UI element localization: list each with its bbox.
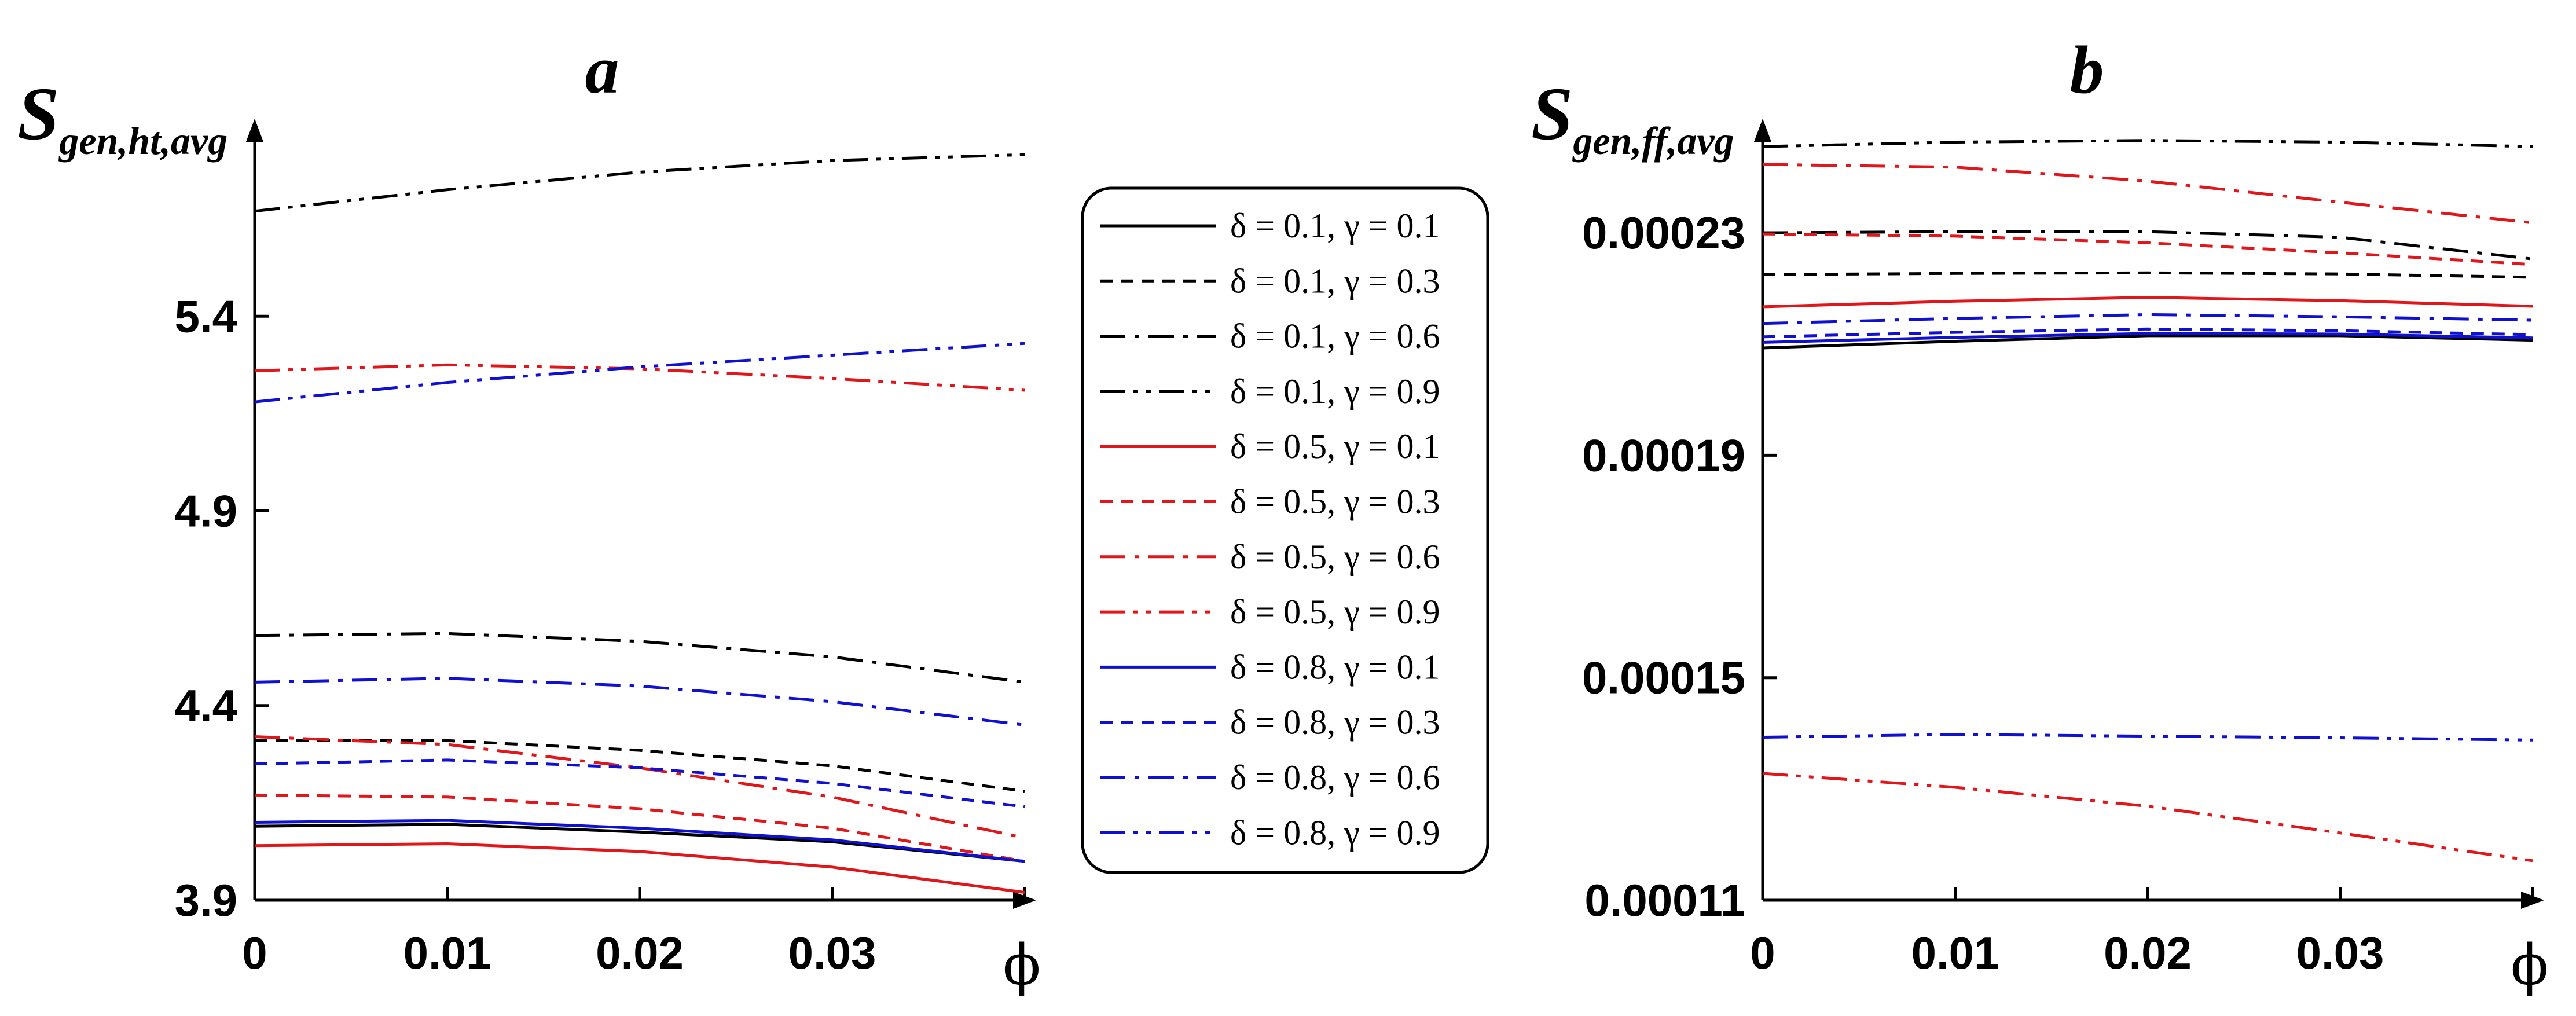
- legend-label: δ = 0.1, γ = 0.1: [1230, 207, 1440, 245]
- legend-label: δ = 0.8, γ = 0.6: [1230, 758, 1440, 797]
- series-line: [1762, 232, 2533, 266]
- ytick-label: 5.4: [175, 291, 237, 342]
- legend-label: δ = 0.5, γ = 0.3: [1230, 483, 1440, 521]
- panel-a-xticks: 0 0.01 0.02 0.03: [242, 887, 1026, 978]
- series-line: [254, 153, 1025, 213]
- panel-a-xlabel: ϕ: [1003, 933, 1040, 997]
- panel-b-xticks: 0 0.01 0.02 0.03: [1750, 887, 2534, 978]
- series-line: [254, 677, 1025, 727]
- panel-b-title: b: [2070, 32, 2104, 108]
- panel-a-ylabel: Sgen,ht,avg: [17, 72, 227, 163]
- series-line: [255, 739, 1025, 793]
- series-line: [254, 819, 1025, 863]
- series-line: [254, 363, 1025, 392]
- legend-label: δ = 0.1, γ = 0.9: [1230, 372, 1440, 410]
- panel-a-ylabel-sub: gen,ht,avg: [58, 119, 227, 163]
- series-line: [1762, 296, 2533, 309]
- panel-a-yticks: 3.9 4.4 4.9 5.4: [175, 291, 269, 926]
- xtick-label: 0.01: [1911, 927, 1999, 978]
- series-line: [1762, 163, 2533, 225]
- series-line: [254, 842, 1025, 894]
- legend-label: δ = 0.1, γ = 0.3: [1230, 262, 1440, 300]
- panel-b-ylabel: Sgen,ff,avg: [1531, 72, 1734, 163]
- panel-b-ylabel-sub: gen,ff,avg: [1572, 119, 1734, 163]
- series-line: [1762, 332, 2533, 344]
- ytick-label: 4.9: [175, 486, 237, 537]
- ytick-label: 0.00015: [1582, 652, 1745, 703]
- ytick-label: 0.00019: [1582, 430, 1745, 481]
- series-line: [254, 793, 1025, 863]
- ytick-label: 3.9: [175, 875, 237, 926]
- legend: δ = 0.1, γ = 0.1 δ = 0.1, γ = 0.3 δ = 0.1,…: [1081, 186, 1489, 874]
- xtick-label: 0.03: [788, 927, 876, 978]
- panel-b-xlabel: ϕ: [2511, 933, 2548, 997]
- panel-a-series: [254, 153, 1025, 894]
- series-line: [1762, 230, 2533, 261]
- legend-label: δ = 0.8, γ = 0.3: [1230, 703, 1440, 742]
- xtick-label: 0: [242, 927, 267, 978]
- legend-label: δ = 0.5, γ = 0.1: [1230, 427, 1440, 465]
- panel-b-y-arrow: [1754, 119, 1771, 142]
- legend-label: δ = 0.8, γ = 0.1: [1230, 648, 1440, 686]
- ytick-label: 0.00023: [1582, 207, 1745, 258]
- legend-label: δ = 0.8, γ = 0.9: [1230, 813, 1440, 852]
- panel-b: b Sgen,ff,avg ϕ 0.000110.000150.000190.0…: [1531, 32, 2549, 997]
- panel-a-y-arrow: [246, 119, 263, 142]
- xtick-label: 0.02: [2104, 927, 2192, 978]
- panel-a-ylabel-main: S: [17, 72, 59, 156]
- legend-label: δ = 0.5, γ = 0.6: [1230, 538, 1440, 576]
- xtick-label: 0: [1750, 927, 1775, 978]
- panel-b-ylabel-main: S: [1531, 72, 1573, 156]
- legend-entries: δ = 0.1, γ = 0.1 δ = 0.1, γ = 0.3 δ = 0.1,…: [1100, 207, 1440, 852]
- xtick-label: 0.02: [596, 927, 684, 978]
- legend-label: δ = 0.1, γ = 0.6: [1230, 317, 1440, 355]
- ytick-label: 4.4: [175, 680, 237, 731]
- series-line: [1762, 733, 2533, 742]
- xtick-label: 0.01: [403, 927, 491, 978]
- legend-label: δ = 0.5, γ = 0.9: [1230, 593, 1440, 631]
- series-line: [254, 758, 1025, 809]
- series-line: [254, 632, 1025, 684]
- series-line: [1762, 334, 2533, 350]
- series-line: [254, 342, 1025, 404]
- legend-box: [1081, 186, 1489, 874]
- xtick-label: 0.03: [2296, 927, 2384, 978]
- series-line: [1762, 139, 2533, 148]
- panel-a-title: a: [585, 32, 619, 108]
- series-line: [254, 735, 1025, 839]
- panel-b-series: [1762, 139, 2533, 863]
- series-line: [1762, 772, 2533, 863]
- series-line: [1762, 313, 2533, 325]
- series-line: [1762, 271, 2533, 279]
- panel-b-yticks: 0.00011 0.00015 0.00019 0.00023: [1582, 207, 1777, 926]
- panel-a: a Sgen,ht,avg ϕ 3.9 4.4 4.9 5.4 0 0.01 0.02 0.…: [17, 32, 1041, 997]
- series-line: [1762, 327, 2533, 339]
- ytick-label: 0.00011: [1584, 875, 1745, 926]
